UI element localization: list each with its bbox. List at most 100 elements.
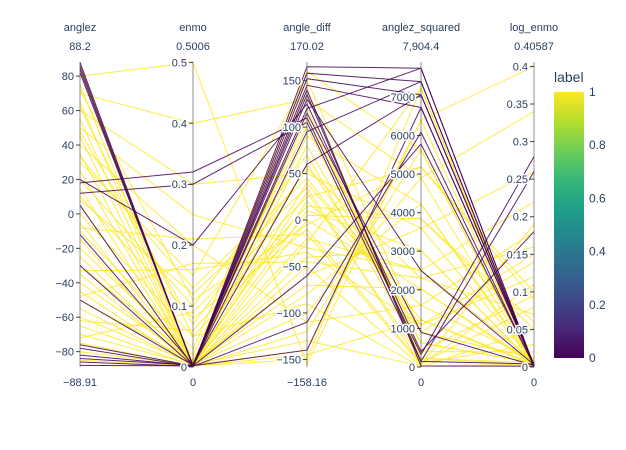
- colorbar-tick-label: 0: [589, 351, 596, 365]
- axis-tick-label: 150: [283, 76, 301, 88]
- axis-tick-label: 0: [181, 362, 187, 374]
- axis-tick-label: 1000: [391, 323, 415, 335]
- axis-angle_diff[interactable]: angle_diff170.02−158.1615015010010050500…: [275, 22, 332, 389]
- axis-title: enmo: [179, 22, 207, 34]
- axis-tick-label: −50: [282, 261, 301, 273]
- axis-tick-label-halo: 0.1: [513, 287, 528, 299]
- axis-tick-label: 0.3: [513, 137, 528, 149]
- axis-title: angle_diff: [283, 22, 331, 34]
- axis-tick-label-halo: 0.35: [507, 99, 528, 111]
- axis-tick-label-halo: 0: [409, 362, 415, 374]
- axis-log_enmo[interactable]: log_enmo0.4058700.40.40.350.350.30.30.25…: [505, 22, 559, 389]
- axis-tick-label-halo: 0.5: [172, 57, 187, 69]
- axis-tick-label: 0.5: [172, 57, 187, 69]
- axis-tick-label: 0: [295, 215, 301, 227]
- axis-range-max: 7,904.4: [403, 41, 440, 53]
- axis-tick-label-halo: 2000: [391, 285, 415, 297]
- axis-anglez_squared[interactable]: anglez_squared7,904.40700070006000600050…: [382, 22, 460, 389]
- axis-tick-label-halo: 100: [283, 122, 301, 134]
- axis-range-min: −88.91: [63, 377, 97, 389]
- colorbar: label 0 0.2 0.4 0.6 0.8 1: [554, 69, 606, 365]
- axis-tick-label-halo: 0.25: [507, 174, 528, 186]
- axis-tick-label: 100: [283, 122, 301, 134]
- axis-tick-label-halo: −100: [276, 308, 301, 320]
- axis-tick-label-halo: 0.15: [507, 249, 528, 261]
- axis-tick-label: 0: [409, 362, 415, 374]
- axis-tick-label-halo: 150: [283, 76, 301, 88]
- axis-tick-label-halo: −80: [55, 347, 74, 359]
- axis-tick-label: 0.4: [513, 61, 528, 73]
- axis-tick-label-halo: 20: [62, 174, 74, 186]
- axis-enmo[interactable]: enmo0.500600.50.50.40.40.30.30.20.20.10.…: [170, 22, 210, 389]
- axis-tick-label-halo: 60: [62, 106, 74, 118]
- axis-tick-label: 5000: [391, 169, 415, 181]
- axis-range-min: 0: [418, 377, 424, 389]
- axis-range-max: 0.40587: [514, 41, 554, 53]
- axis-tick-label: −60: [55, 312, 74, 324]
- axis-range-max: 88.2: [69, 41, 90, 53]
- axes-layer: anglez88.2−88.91808060604040202000−20−20…: [54, 22, 559, 389]
- axis-tick-label: −80: [55, 347, 74, 359]
- axis-tick-label-halo: 6000: [391, 130, 415, 142]
- axis-tick-label: 0.4: [172, 118, 187, 130]
- axis-tick-label-halo: −20: [55, 243, 74, 255]
- axis-tick-label-halo: −50: [282, 261, 301, 273]
- axis-tick-label: 0: [522, 362, 528, 374]
- axis-tick-label: 80: [62, 71, 74, 83]
- axis-tick-label-halo: 0.05: [507, 324, 528, 336]
- axis-tick-label: −150: [276, 354, 301, 366]
- axis-tick-label: 0.2: [513, 212, 528, 224]
- axis-tick-label-halo: 5000: [391, 169, 415, 181]
- axis-tick-label-halo: 80: [62, 71, 74, 83]
- colorbar-tick-label: 1: [589, 85, 596, 99]
- axis-title: log_enmo: [510, 22, 558, 34]
- axis-tick-label: 0.35: [507, 99, 528, 111]
- axis-range-min: 0: [190, 377, 196, 389]
- axis-tick-label-halo: 0.4: [513, 61, 528, 73]
- axis-tick-label-halo: 1000: [391, 323, 415, 335]
- colorbar-tick-label: 0.6: [589, 191, 606, 205]
- axis-tick-label-halo: 50: [289, 169, 301, 181]
- axis-tick-label-halo: 0.1: [172, 301, 187, 313]
- axis-tick-label: 0.15: [507, 249, 528, 261]
- axis-tick-label: 40: [62, 140, 74, 152]
- axis-tick-label: 0.1: [513, 287, 528, 299]
- axis-tick-label-halo: 7000: [391, 92, 415, 104]
- axis-tick-label: −20: [55, 243, 74, 255]
- axis-title: anglez: [64, 22, 96, 34]
- axis-tick-label-halo: 0.3: [172, 179, 187, 191]
- axis-anglez[interactable]: anglez88.2−88.91808060604040202000−20−20…: [54, 22, 97, 389]
- axis-tick-label: 6000: [391, 130, 415, 142]
- axis-tick-label-halo: 0: [522, 362, 528, 374]
- axis-range-max: 170.02: [290, 41, 324, 53]
- colorbar-tick-label: 0.2: [589, 298, 606, 312]
- axis-tick-label: 20: [62, 174, 74, 186]
- axis-tick-label-halo: −40: [55, 278, 74, 290]
- axis-tick-label: 0.25: [507, 174, 528, 186]
- axis-tick-label: 0.2: [172, 240, 187, 252]
- axis-tick-label-halo: 4000: [391, 208, 415, 220]
- colorbar-gradient: [554, 92, 584, 358]
- axis-tick-label-halo: 0.2: [172, 240, 187, 252]
- axis-tick-label: 0.05: [507, 324, 528, 336]
- axis-tick-label-halo: 0: [68, 209, 74, 221]
- axis-tick-label-halo: 0: [181, 362, 187, 374]
- axis-tick-label: 0.3: [172, 179, 187, 191]
- axis-tick-label: 0: [68, 209, 74, 221]
- axis-tick-label-halo: 40: [62, 140, 74, 152]
- axis-range-min: 0: [531, 377, 537, 389]
- axis-tick-label: 50: [289, 169, 301, 181]
- axis-tick-label: 2000: [391, 285, 415, 297]
- colorbar-tick-label: 0.4: [589, 245, 606, 259]
- axis-tick-label: 3000: [391, 246, 415, 258]
- axis-tick-label-halo: 3000: [391, 246, 415, 258]
- axis-tick-label: 4000: [391, 208, 415, 220]
- axis-tick-label: −100: [276, 308, 301, 320]
- axis-title: anglez_squared: [382, 22, 460, 34]
- axis-tick-label-halo: −60: [55, 312, 74, 324]
- colorbar-title: label: [554, 69, 584, 85]
- axis-tick-label-halo: 0: [295, 215, 301, 227]
- axis-tick-label: 60: [62, 106, 74, 118]
- colorbar-tick-label: 0.8: [589, 138, 606, 152]
